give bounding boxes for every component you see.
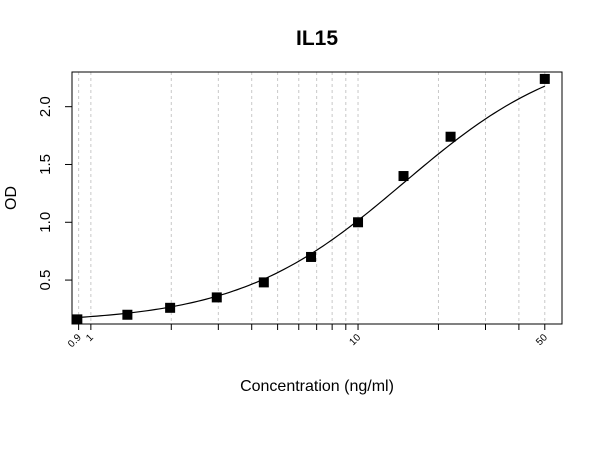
grid-lines — [78, 72, 546, 324]
y-axis: 0.5 1.0 1.5 2.0 — [37, 96, 72, 291]
fit-curve — [77, 85, 546, 319]
x-tick-label: 10 — [348, 332, 364, 348]
y-axis-label: OD — [3, 186, 20, 210]
data-point — [258, 277, 269, 288]
data-point — [122, 309, 133, 320]
y-tick-label: 1.0 — [37, 212, 54, 233]
chart-title: IL15 — [296, 27, 338, 50]
data-point — [211, 292, 222, 303]
y-tick-label: 0.5 — [37, 270, 54, 291]
data-points — [72, 73, 550, 325]
y-tick-label: 2.0 — [37, 96, 54, 117]
x-tick-label: 1 — [84, 332, 96, 344]
x-axis: 0.9 1 10 50 — [66, 324, 550, 350]
data-point — [306, 251, 317, 262]
data-point — [445, 131, 456, 142]
data-point — [353, 217, 364, 228]
x-tick-label: 0.9 — [66, 332, 84, 350]
data-point — [165, 302, 176, 313]
x-tick-label: 50 — [534, 332, 550, 348]
data-point — [72, 314, 83, 325]
data-point — [539, 73, 550, 84]
y-tick-label: 1.5 — [37, 154, 54, 175]
data-point — [398, 171, 409, 182]
x-axis-label: Concentration (ng/ml) — [240, 378, 394, 395]
